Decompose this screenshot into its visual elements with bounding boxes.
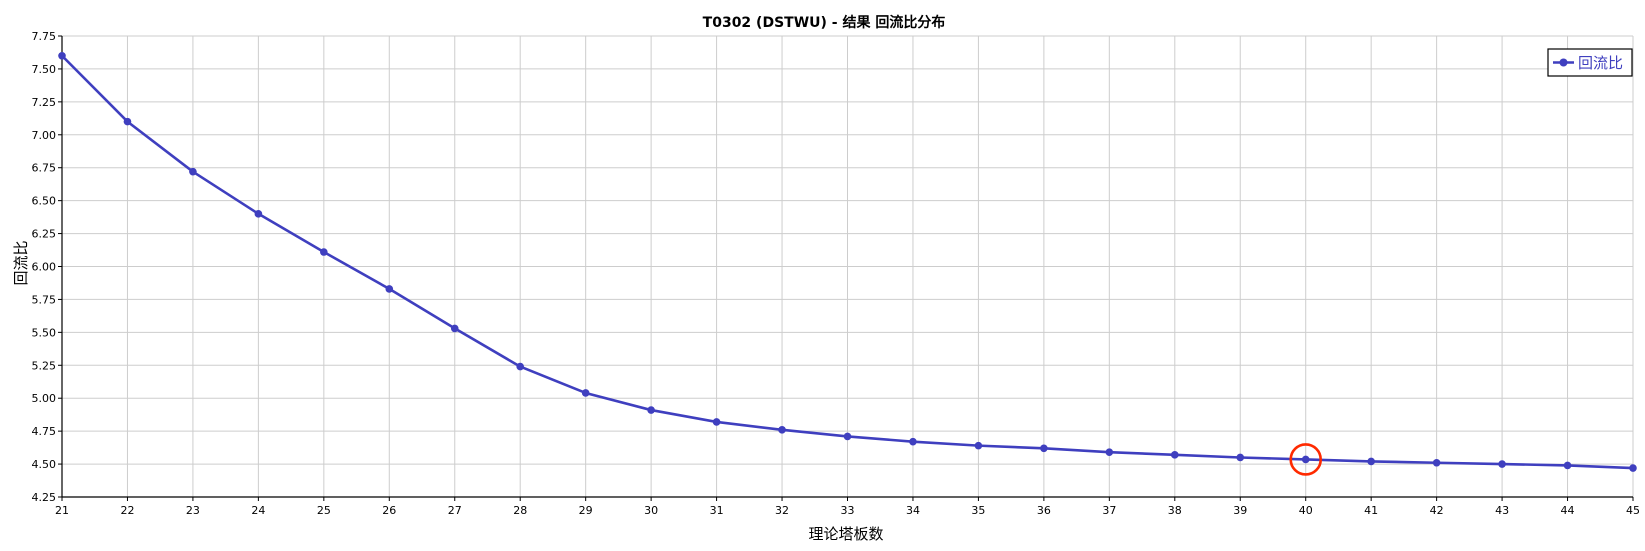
y-tick-label: 6.75 <box>32 162 57 175</box>
x-tick-label: 23 <box>186 504 200 517</box>
data-point[interactable] <box>189 167 197 176</box>
legend[interactable]: 回流比 <box>1547 48 1633 77</box>
y-tick-label: 7.75 <box>32 30 57 43</box>
y-tick-label: 4.25 <box>32 491 57 504</box>
data-point[interactable] <box>123 117 132 126</box>
x-axis: 21 22 23 24 25 26 27 28 29 30 31 32 33 34 35 36 37 38 39 40… <box>55 497 1640 517</box>
y-tick-label: 4.75 <box>32 425 57 438</box>
y-tick-label: 7.50 <box>32 63 57 76</box>
annotation-layer <box>1289 443 1323 476</box>
data-point[interactable] <box>450 324 459 333</box>
x-tick-label: 38 <box>1168 504 1182 517</box>
data-point[interactable] <box>843 432 852 441</box>
data-point[interactable] <box>1105 448 1114 457</box>
x-tick-label: 21 <box>55 504 69 517</box>
x-tick-label: 32 <box>775 504 789 517</box>
y-tick-label: 5.00 <box>32 392 57 405</box>
data-point[interactable] <box>1563 461 1572 470</box>
x-tick-label: 44 <box>1561 504 1575 517</box>
data-point[interactable] <box>647 406 655 414</box>
legend-marker-swatch <box>1559 58 1568 67</box>
y-tick-label: 5.50 <box>32 326 57 339</box>
x-tick-label: 39 <box>1233 504 1247 517</box>
data-point[interactable] <box>778 426 786 434</box>
x-tick-label: 30 <box>644 504 658 517</box>
x-tick-label: 26 <box>382 504 396 517</box>
y-tick-label: 5.75 <box>32 293 57 306</box>
data-point[interactable] <box>1432 458 1441 467</box>
x-tick-label: 28 <box>513 504 527 517</box>
x-tick-label: 35 <box>971 504 985 517</box>
data-point[interactable] <box>974 441 983 450</box>
x-tick-label: 40 <box>1299 504 1313 517</box>
x-tick-label: 29 <box>579 504 593 517</box>
y-tick-label: 5.25 <box>32 359 57 372</box>
data-point[interactable] <box>1629 464 1637 472</box>
data-point[interactable] <box>516 362 525 371</box>
data-point[interactable] <box>1170 451 1179 459</box>
y-axis: 4.25 4.50 4.75 5.00 5.25 5.50 5.75 6.00 6.25 6.50… <box>32 30 62 504</box>
y-tick-label: 7.25 <box>32 96 57 109</box>
data-point[interactable] <box>712 418 721 426</box>
data-point[interactable] <box>385 285 394 293</box>
data-point[interactable] <box>320 248 328 256</box>
x-tick-label: 25 <box>317 504 331 517</box>
x-axis-title: 理论塔板数 <box>808 525 883 543</box>
x-tick-label: 27 <box>448 504 462 517</box>
y-tick-label: 4.50 <box>32 458 57 471</box>
y-tick-label: 6.50 <box>32 195 57 208</box>
y-tick-label: 6.25 <box>32 228 57 241</box>
x-tick-label: 24 <box>251 504 265 517</box>
data-point[interactable] <box>909 437 917 446</box>
data-point[interactable] <box>1236 453 1245 462</box>
x-tick-label: 33 <box>841 504 855 517</box>
data-point[interactable] <box>1040 444 1048 453</box>
x-tick-label: 22 <box>120 504 134 517</box>
x-tick-label: 36 <box>1037 504 1051 517</box>
highlight-circle-annotation <box>1289 443 1323 476</box>
y-tick-label: 7.00 <box>32 129 57 142</box>
x-tick-label: 42 <box>1430 504 1444 517</box>
chart-title: T0302 (DSTWU) - 结果 回流比分布 <box>703 14 946 31</box>
data-point[interactable] <box>1301 455 1310 464</box>
x-tick-label: 45 <box>1626 504 1640 517</box>
data-point[interactable] <box>581 389 590 397</box>
legend-label: 回流比 <box>1578 54 1623 72</box>
series-layer <box>58 51 1637 472</box>
data-point[interactable] <box>1367 457 1375 466</box>
x-tick-label: 43 <box>1495 504 1509 517</box>
x-tick-label: 41 <box>1364 504 1378 517</box>
grid <box>61 35 1634 498</box>
data-point[interactable] <box>254 210 263 218</box>
data-point[interactable] <box>58 51 66 60</box>
x-tick-label: 34 <box>906 504 920 517</box>
x-tick-label: 37 <box>1102 504 1116 517</box>
x-tick-label: 31 <box>710 504 724 517</box>
y-axis-title: 回流比 <box>12 240 30 285</box>
y-tick-label: 6.00 <box>32 261 57 274</box>
data-point[interactable] <box>1498 460 1506 468</box>
